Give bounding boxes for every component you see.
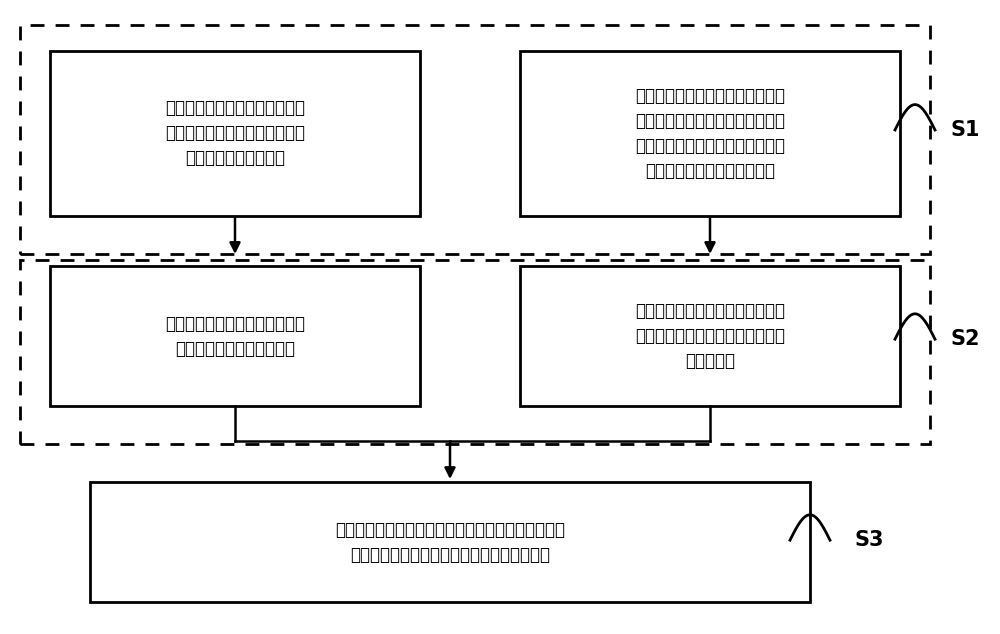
Bar [20,260,930,444]
Bar [20,25,930,254]
Text: 根据多个所述经典条纹轨迹获取所
述工作气体对应的多个经典光电离
时间延迟；: 根据多个所述经典条纹轨迹获取所 述工作气体对应的多个经典光电离 时间延迟； [635,302,785,370]
Text: 获取多个红外电场分别和单个阿
秒脉冲激光共同作用在工作气体
上产生的阿秒条纹谱；: 获取多个红外电场分别和单个阿 秒脉冲激光共同作用在工作气体 上产生的阿秒条纹谱； [165,99,305,167]
Text: S3: S3 [855,530,885,550]
Text: S1: S1 [950,120,980,140]
Bar [520,51,900,216]
Text: 根据所述光电离时间延迟和多个所述经典光电离时间
延迟获取所述工作气体对应的电子轨道半径。: 根据所述光电离时间延迟和多个所述经典光电离时间 延迟获取所述工作气体对应的电子轨… [335,521,565,564]
Text: 根据所述阿秒条纹谱获取所述工
作气体的光电离时间延迟；: 根据所述阿秒条纹谱获取所述工 作气体的光电离时间延迟； [165,314,305,358]
Bar [520,266,900,406]
Bar [50,266,420,406]
Bar [50,51,420,216]
Bar [90,482,810,602]
Text: S2: S2 [950,329,980,349]
Text: 获取在多个电子初始位置下，多个
所述红外电场分别和单个所述阿秒
脉冲激光共同作用在所述工作气体
上产生的多个经典条纹轨迹；: 获取在多个电子初始位置下，多个 所述红外电场分别和单个所述阿秒 脉冲激光共同作用… [635,87,785,179]
